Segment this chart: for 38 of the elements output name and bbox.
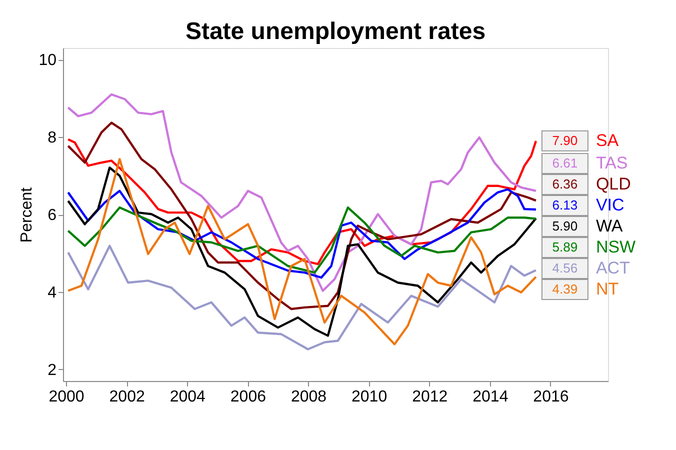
y-tick-label: 8 — [48, 130, 57, 147]
x-tick-label: 2002 — [109, 388, 145, 406]
x-tick-label: 2014 — [472, 388, 508, 406]
line-series — [67, 206, 538, 274]
x-tick-label: 2008 — [290, 388, 327, 406]
y-tick-label: 2 — [48, 362, 57, 379]
data-label: 6.13 — [552, 197, 578, 212]
data-label: 5.89 — [552, 239, 578, 254]
line-series — [67, 244, 538, 350]
x-tick-label: 2004 — [170, 388, 206, 406]
y-tick-label: 4 — [48, 284, 57, 302]
line-series — [67, 138, 538, 266]
x-tick-label: 2006 — [230, 388, 266, 406]
text: NT — [596, 279, 619, 298]
text: TAS — [596, 153, 628, 172]
data-label: 7.90 — [552, 132, 578, 148]
text: NSW — [596, 237, 636, 256]
line-series — [67, 122, 538, 310]
data-label: 6.36 — [552, 176, 578, 192]
text: QLD — [596, 174, 631, 194]
text: VIC — [596, 195, 624, 214]
x-tick-label: 2012 — [412, 388, 448, 406]
x-tick-label: 2016 — [533, 388, 569, 406]
y-tick-label: 6 — [48, 207, 57, 224]
x-tick-label: 2000 — [48, 388, 84, 406]
chart-title: State unemployment rates — [185, 18, 486, 45]
data-label: 4.39 — [552, 281, 578, 296]
line-series — [67, 188, 538, 279]
line-series — [67, 93, 538, 292]
x-tick-label: 2010 — [352, 388, 388, 406]
data-label: 6.61 — [552, 155, 578, 170]
text: SA — [596, 130, 620, 150]
text: ACT — [596, 258, 630, 278]
y-tick-label: 10 — [38, 52, 57, 70]
y-axis-title: Percent — [18, 186, 36, 243]
data-label: 4.56 — [552, 260, 578, 276]
data-label: 5.90 — [552, 218, 578, 234]
text: WA — [596, 216, 624, 236]
